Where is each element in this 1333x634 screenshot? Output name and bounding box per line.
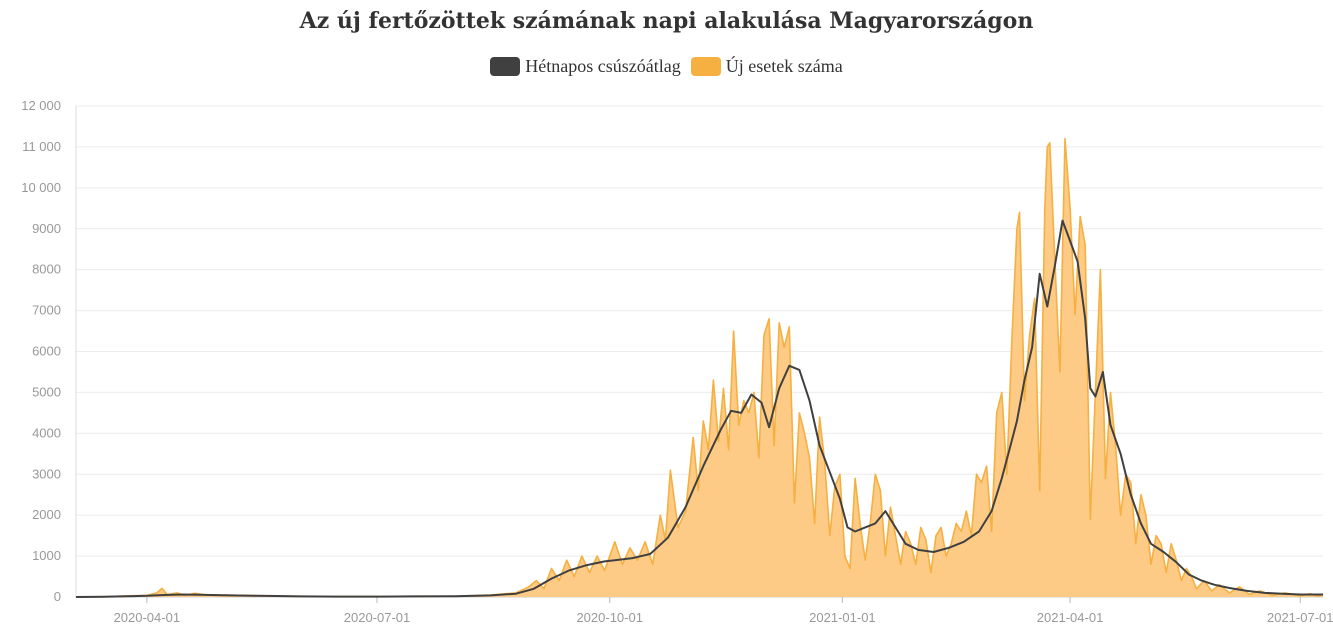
y-tick-label: 1000 xyxy=(32,548,61,563)
x-tick-label: 2020-04-01 xyxy=(114,610,181,625)
x-tick-label: 2020-07-01 xyxy=(344,610,411,625)
y-tick-label: 10 000 xyxy=(21,180,61,195)
y-tick-label: 7000 xyxy=(32,303,61,318)
legend-item-moving-average[interactable]: Hétnapos csúszóátlag xyxy=(490,56,681,77)
y-tick-label: 3000 xyxy=(32,466,61,481)
y-tick-label: 0 xyxy=(54,589,61,604)
y-tick-label: 8000 xyxy=(32,262,61,277)
y-tick-label: 2000 xyxy=(32,507,61,522)
x-tick-label: 2021-04-01 xyxy=(1037,610,1104,625)
legend-label-new-cases: Új esetek száma xyxy=(725,56,843,76)
legend-swatch-new-cases xyxy=(690,57,721,76)
x-tick-label: 2020-10-01 xyxy=(576,610,643,625)
y-tick-label: 4000 xyxy=(32,425,61,440)
y-tick-label: 9000 xyxy=(32,221,61,236)
new-cases-line xyxy=(75,137,1324,598)
chart-title: Az új fertőzöttek számának napi alakulás… xyxy=(299,8,1034,34)
legend-label-moving-average: Hétnapos csúszóátlag xyxy=(525,56,681,76)
legend-swatch-moving-average xyxy=(490,57,521,76)
legend: Hétnapos csúszóátlag Új esetek száma xyxy=(0,56,1333,77)
x-tick-label: 2021-01-01 xyxy=(809,610,876,625)
legend-item-new-cases[interactable]: Új esetek száma xyxy=(690,56,843,77)
x-tick-label: 2021-07-01 xyxy=(1267,610,1333,625)
y-tick-label: 12 000 xyxy=(21,98,61,113)
new-cases-area xyxy=(76,138,1323,597)
y-tick-label: 11 000 xyxy=(22,139,61,154)
y-tick-label: 5000 xyxy=(32,384,61,399)
y-tick-label: 6000 xyxy=(32,344,61,359)
moving-average-line xyxy=(75,219,1323,598)
